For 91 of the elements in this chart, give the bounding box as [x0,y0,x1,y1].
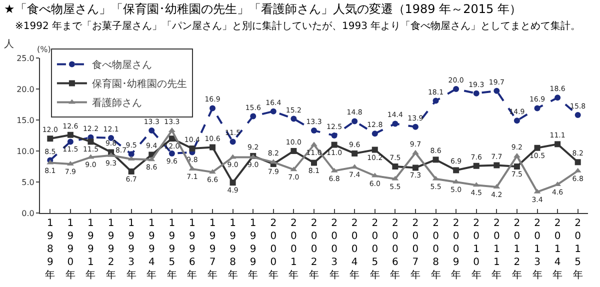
point [210,144,216,150]
point [412,164,418,171]
x-tick-label: 2003年 [329,218,340,281]
x-tick-label: 2007年 [410,218,420,281]
point [128,151,134,158]
point [210,105,216,112]
x-tick-label: 2005年 [370,218,380,281]
x-tick-label: 1994年 [146,218,157,281]
point [168,136,175,142]
x-tick-label: 1998年 [228,218,238,281]
point [534,144,540,151]
x-tick-label: 1997年 [208,218,218,281]
point [432,156,439,163]
point [209,169,216,174]
point [453,86,460,92]
x-tick-label: 2014年 [552,218,563,281]
point [352,150,358,156]
point [270,108,276,114]
point [148,128,155,134]
point [168,150,175,156]
point [331,132,338,138]
point [412,124,418,130]
point [534,105,540,112]
point [189,146,196,152]
point [392,164,398,170]
x-tick-label: 2015年 [572,218,583,281]
x-tick-label: 1992年 [106,218,116,281]
point [290,148,297,154]
point [473,162,480,169]
point [473,90,480,96]
point [453,167,460,174]
point [574,112,581,118]
legend-label: 看護師さん [92,97,142,110]
y-tick-label: 5.0 [22,178,34,187]
y-tick-label: 15.0 [16,116,34,125]
point [352,118,358,124]
x-tick-label: 1996年 [187,218,198,281]
point [372,130,378,137]
x-tick-label: 1995年 [166,218,177,281]
point [230,180,236,186]
point [47,136,54,142]
y-tick-label: 25.0 [16,54,34,63]
chart-subtitle: ※1992 年まで「お菓子屋さん」「パン屋さん」と別に集計していたが、1993 年より「食べ物屋さん」としてまとめて集計。 [15,20,581,32]
point [372,146,378,153]
point [67,132,74,138]
point [311,160,317,166]
point [67,138,74,145]
x-tick-label: 2013年 [532,218,542,281]
point [494,88,500,94]
point [331,142,338,148]
point [554,94,561,101]
x-tick-label: 2002年 [309,218,319,281]
x-tick-label: 1990年 [65,218,76,281]
x-tick-label: 1991年 [86,218,96,281]
point [311,128,317,134]
text: 人 [4,39,14,50]
point [230,138,236,145]
point [514,152,520,158]
point [128,168,134,174]
point [514,118,520,124]
x-tick-label: 2010年 [471,218,482,281]
legend-label: 保育園･幼稚園の先生 [92,78,187,90]
point [250,113,256,120]
legend-label: 食べ物屋さん [92,59,152,72]
y-tick-label: 10.0 [16,146,34,156]
x-tick-label: 1989年 [45,218,56,281]
point [310,142,318,146]
y-tick-label: 20.0 [16,84,34,94]
x-tick-label: 2009年 [451,218,462,281]
point [108,152,114,157]
point [432,98,439,104]
x-tick-label: 1993年 [126,218,136,281]
point [574,159,581,166]
x-tick-label: 2008年 [430,218,441,281]
point [412,150,419,154]
x-tick-label: 2000年 [268,218,278,281]
x-tick-label: 2004年 [350,218,360,281]
point [88,138,94,145]
point [554,141,561,148]
x-tick-label: 2001年 [288,218,299,281]
point [290,116,297,122]
x-tick-label: 2012年 [512,218,522,281]
y-axis-title: (%) [37,45,51,54]
point [392,120,398,127]
chart-title: ★「食べ物屋さん」「保育園･幼稚園の先生」「看護師さん」人気の変遷（1989 年～2015 年） [4,2,522,16]
x-tick-label: 2011年 [492,218,502,281]
x-tick-label: 1999年 [248,218,258,281]
x-tick-label: 2006年 [390,218,400,281]
y-tick-label: 0.0 [22,208,34,218]
point [514,164,520,170]
point [494,162,500,168]
